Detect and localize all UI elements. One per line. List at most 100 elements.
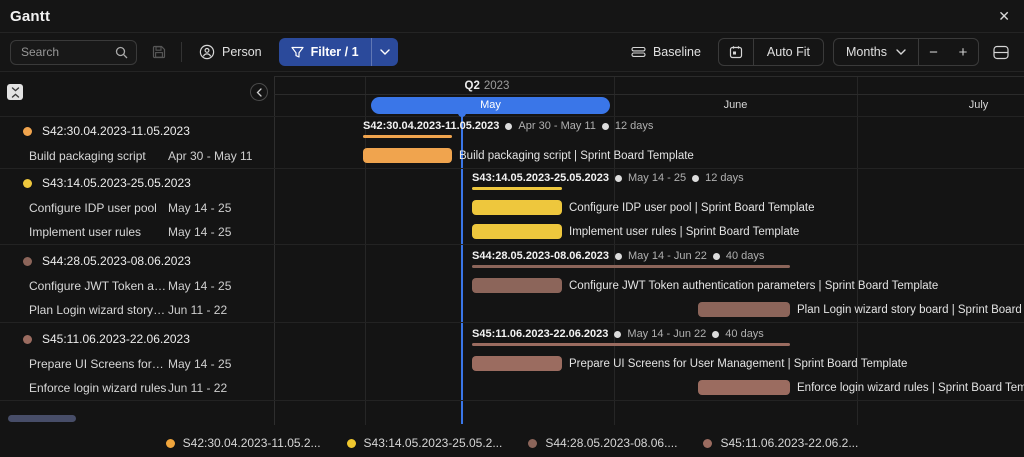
task-row[interactable]: Plan Login wizard story board Jun 11 - 2… [0,298,274,322]
collapse-all-button[interactable] [7,84,23,100]
group-label: S45:11.06.2023-22.06.2023 [42,332,190,346]
legend-label: S44:28.05.2023-08.06.... [545,436,678,450]
split-view-icon [993,45,1009,60]
zoom-in-label: + [958,43,968,61]
legend-item[interactable]: S43:14.05.2023-25.05.2... [346,436,502,450]
task-bar-row: Prepare UI Screens for User Management |… [472,356,907,371]
chart-group-range: May 14 - Jun 22 [627,328,707,340]
group-label: S42:30.04.2023-11.05.2023 [42,124,190,138]
task-dates: May 14 - 25 [168,201,232,215]
legend-item[interactable]: S44:28.05.2023-08.06.... [528,436,677,450]
chart-group-label: S43:14.05.2023-25.05.2023 [472,172,610,184]
calendar-button[interactable] [719,39,753,65]
search-field[interactable] [19,44,115,60]
toolbar-divider [181,42,182,62]
row-separator [0,168,1024,169]
legend-item[interactable]: S45:11.06.2023-22.06.2... [703,436,858,450]
group-row[interactable]: S42:30.04.2023-11.05.2023 [0,118,274,144]
group-duration-bar [472,343,790,346]
group-row[interactable]: S44:28.05.2023-08.06.2023 [0,248,274,274]
group-duration-bar [472,187,562,190]
month-cell-july[interactable]: July [968,99,989,111]
legend-item[interactable]: S42:30.04.2023-11.05.2... [165,436,321,450]
chart-group-header[interactable]: S43:14.05.2023-25.05.2023 May 14 - 25 12… [472,172,744,190]
chevron-down-icon [379,49,390,55]
filter-dropdown-button[interactable] [372,38,398,66]
task-bar[interactable] [472,278,562,293]
month-cell-june[interactable]: June [723,99,748,111]
legend-color-dot [346,438,356,448]
task-bar[interactable] [472,224,562,239]
row-separator [0,322,1024,323]
zoom-level-select[interactable]: Months [834,39,918,65]
group-color-dot [23,256,32,266]
task-row[interactable]: Enforce login wizard rules Jun 11 - 22 [0,376,274,400]
baseline-icon [631,46,646,58]
task-bar[interactable] [363,148,452,163]
chevron-down-icon [896,49,906,55]
task-row[interactable]: Build packaging script Apr 30 - May 11 [0,144,274,168]
auto-fit-button[interactable]: Auto Fit [752,39,823,65]
group-row[interactable]: S45:11.06.2023-22.06.2023 [0,326,274,352]
chart-group-header[interactable]: S45:11.06.2023-22.06.2023 May 14 - Jun 2… [472,328,790,346]
panel-divider[interactable] [274,76,275,425]
split-view-button[interactable] [988,39,1014,65]
zoom-out-button[interactable]: − [918,39,948,65]
task-bar[interactable] [472,200,562,215]
task-bar[interactable] [698,380,790,395]
chart-group-duration: 12 days [614,120,654,132]
page-title: Gantt [10,7,51,25]
task-dates: May 14 - 25 [168,357,232,371]
month-gridline [857,76,858,425]
quarter-header-row: Q2 2023 [274,76,1024,95]
group-duration-bar [472,265,790,268]
toolbar: Person Filter / 1 Baseline [0,33,1024,72]
month-cell-may[interactable]: May [371,97,610,114]
task-row[interactable]: Configure JWT Token authent... May 14 - … [0,274,274,298]
task-bar-label: Configure IDP user pool | Sprint Board T… [569,201,815,214]
task-bar[interactable] [472,356,562,371]
task-bar[interactable] [698,302,790,317]
collapse-panel-button[interactable] [250,83,268,101]
chart-group-header[interactable]: S42:30.04.2023-11.05.2023 Apr 30 - May 1… [363,120,653,138]
gantt-content: Q2 2023 May June July S42:30.04.20 [0,72,1024,457]
task-row[interactable]: Prepare UI Screens for User M... May 14 … [0,352,274,376]
close-icon[interactable]: ✕ [998,8,1010,24]
task-row[interactable]: Configure IDP user pool May 14 - 25 [0,196,274,220]
filter-main[interactable]: Filter / 1 [279,38,371,66]
task-bar-row: Plan Login wizard story board | Sprint B… [698,302,1024,317]
task-row[interactable]: Implement user rules May 14 - 25 [0,220,274,244]
group-label: S44:28.05.2023-08.06.2023 [42,254,191,268]
task-name: Implement user rules [29,225,142,239]
task-bar-label: Build packaging script | Sprint Board Te… [459,149,694,162]
group-row[interactable]: S43:14.05.2023-25.05.2023 [0,170,274,196]
fit-group: Auto Fit [717,38,824,66]
chart-group-header[interactable]: S44:28.05.2023-08.06.2023 May 14 - Jun 2… [472,250,790,268]
dot-separator-icon [505,122,513,130]
row-separator [0,244,1024,245]
horizontal-scrollbar[interactable] [8,415,76,422]
group-color-dot [23,126,32,136]
save-button[interactable] [146,39,172,65]
task-name: Plan Login wizard story board [29,303,167,317]
person-button[interactable]: Person [191,38,270,66]
filter-button[interactable]: Filter / 1 [278,38,398,66]
group-duration-bar [363,135,452,138]
task-bar-row: Configure JWT Token authentication param… [472,278,938,293]
chart-group-range: Apr 30 - May 11 [518,120,596,132]
task-name: Configure IDP user pool [29,201,157,215]
dot-separator-icon [712,252,720,260]
task-name: Enforce login wizard rules [29,381,167,395]
task-dates: Jun 11 - 22 [168,381,228,395]
zoom-level-value: Months [846,45,887,59]
zoom-in-button[interactable]: + [948,39,978,65]
chart-group-label: S44:28.05.2023-08.06.2023 [472,250,610,262]
person-label: Person [222,45,262,59]
legend-color-dot [528,438,538,448]
dot-separator-icon [614,330,622,338]
task-bar-row: Implement user rules | Sprint Board Temp… [472,224,799,239]
save-icon [151,44,167,60]
chart-group-duration: 40 days [725,328,764,340]
baseline-button[interactable]: Baseline [623,38,709,66]
search-input[interactable] [10,39,137,65]
